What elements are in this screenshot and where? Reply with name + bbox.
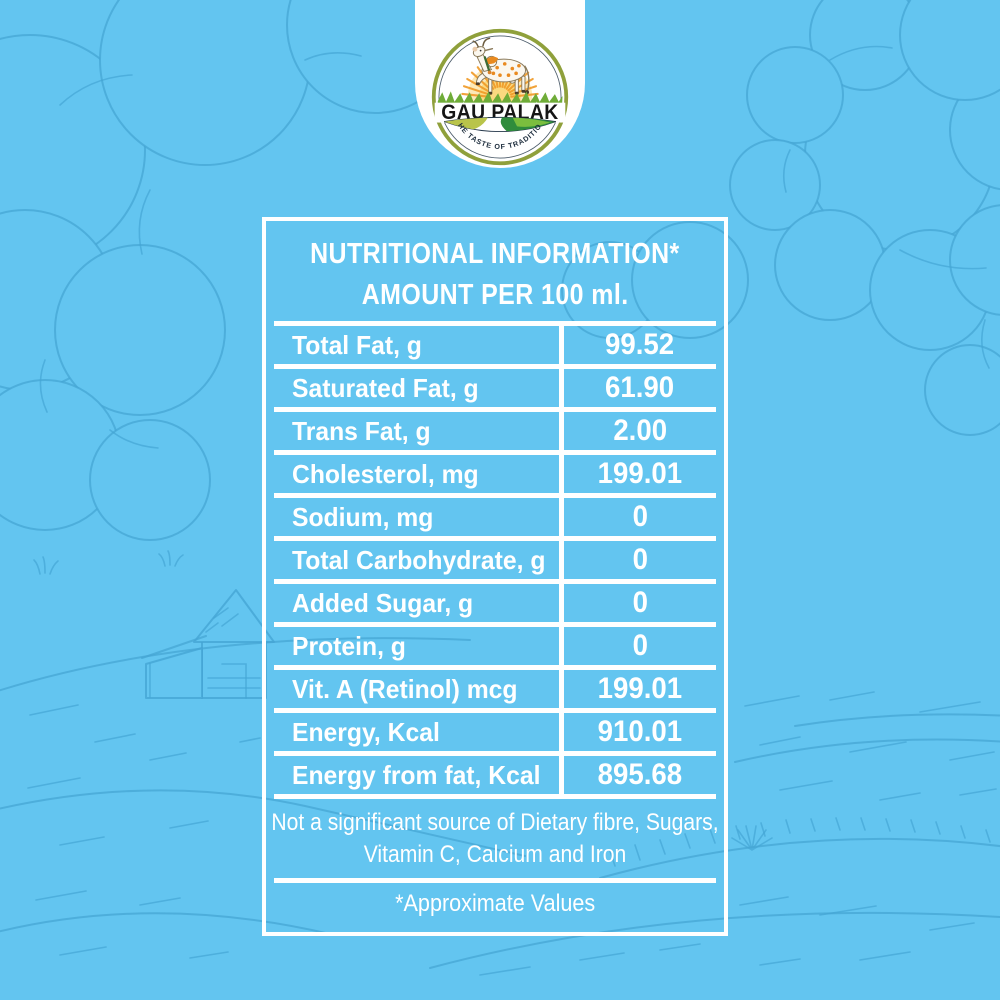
- table-row: Saturated Fat, g 61.90: [274, 369, 716, 412]
- row-label: Added Sugar, g: [292, 587, 474, 618]
- fields-banner-icon: [443, 116, 557, 132]
- table-row: Sodium, mg 0: [274, 498, 716, 541]
- nutrition-table: Total Fat, g 99.52 Saturated Fat, g 61.9…: [274, 326, 716, 799]
- row-value: 0: [632, 629, 648, 662]
- barn-icon: [141, 589, 275, 699]
- row-label: Trans Fat, g: [292, 415, 431, 446]
- title-line-1: NUTRITIONAL INFORMATION*: [310, 237, 680, 270]
- row-value: 910.01: [597, 715, 683, 748]
- table-row: Trans Fat, g 2.00: [274, 412, 716, 455]
- title-line-2: AMOUNT PER 100 ml.: [361, 279, 629, 311]
- row-label: Sodium, mg: [292, 501, 434, 532]
- row-value: 0: [632, 586, 648, 619]
- table-row: Total Fat, g 99.52: [274, 326, 716, 369]
- table-row: Energy, Kcal 910.01: [274, 713, 716, 756]
- row-label: Total Carbohydrate, g: [292, 544, 546, 575]
- row-value: 0: [632, 543, 648, 576]
- table-row: Energy from fat, Kcal 895.68: [274, 756, 716, 799]
- row-value: 99.52: [605, 328, 675, 361]
- panel-title: NUTRITIONAL INFORMATION* AMOUNT PER 100 …: [274, 229, 716, 326]
- row-value: 199.01: [597, 457, 683, 490]
- row-label: Protein, g: [292, 630, 406, 661]
- footnote-text: *Approximate Values: [394, 889, 596, 917]
- row-label: Cholesterol, mg: [292, 458, 479, 489]
- table-row: Vit. A (Retinol) mcg 199.01: [274, 670, 716, 713]
- cow-icon: [469, 37, 530, 95]
- row-value: 61.90: [605, 371, 675, 404]
- note-text: Not a significant source of Dietary fibr…: [271, 808, 719, 868]
- row-value: 199.01: [597, 672, 683, 705]
- row-label: Saturated Fat, g: [292, 372, 479, 403]
- row-value: 0: [632, 500, 648, 533]
- burst-icon: [731, 825, 773, 851]
- table-row: Total Carbohydrate, g 0: [274, 541, 716, 584]
- row-label: Vit. A (Retinol) mcg: [292, 673, 518, 704]
- table-row: Added Sugar, g 0: [274, 584, 716, 627]
- table-row: Cholesterol, mg 199.01: [274, 455, 716, 498]
- row-label: Energy, Kcal: [292, 716, 440, 747]
- wordmark-band: [434, 102, 566, 123]
- clouds-right-icon: [729, 0, 1000, 436]
- row-value: 895.68: [597, 758, 683, 791]
- row-value: 2.00: [613, 414, 667, 447]
- grass-tufts-icon: [33, 550, 184, 575]
- table-row: Protein, g 0: [274, 627, 716, 670]
- nutrition-panel: NUTRITIONAL INFORMATION* AMOUNT PER 100 …: [262, 217, 728, 936]
- row-label: Energy from fat, Kcal: [292, 759, 541, 790]
- row-label: Total Fat, g: [292, 329, 422, 360]
